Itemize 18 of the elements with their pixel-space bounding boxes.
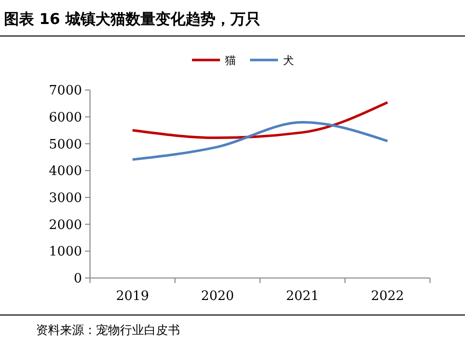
y-tick-label: 3000 bbox=[48, 190, 82, 206]
y-tick-label: 0 bbox=[74, 272, 82, 287]
text: 资料来源：宠物行业白皮书 bbox=[36, 323, 180, 338]
x-tick-label: 2019 bbox=[116, 289, 150, 304]
legend-label: 犬 bbox=[283, 54, 294, 67]
y-tick-label: 2000 bbox=[48, 218, 82, 233]
x-tick-label: 2022 bbox=[370, 289, 404, 304]
line-series bbox=[131, 120, 389, 161]
legend-label: 猫 bbox=[225, 54, 236, 67]
y-tick-label: 4000 bbox=[48, 164, 82, 180]
x-tick-label: 2020 bbox=[200, 289, 234, 304]
x-tick-label: 2021 bbox=[286, 289, 320, 304]
line-series bbox=[131, 101, 389, 140]
y-tick-label: 1000 bbox=[48, 244, 82, 260]
y-tick-label: 5000 bbox=[48, 137, 82, 152]
y-tick-label: 6000 bbox=[48, 110, 82, 126]
y-tick-label: 7000 bbox=[48, 84, 82, 99]
chart-title: 图表 16 城镇犬猫数量变化趋势，万只 bbox=[4, 10, 260, 28]
